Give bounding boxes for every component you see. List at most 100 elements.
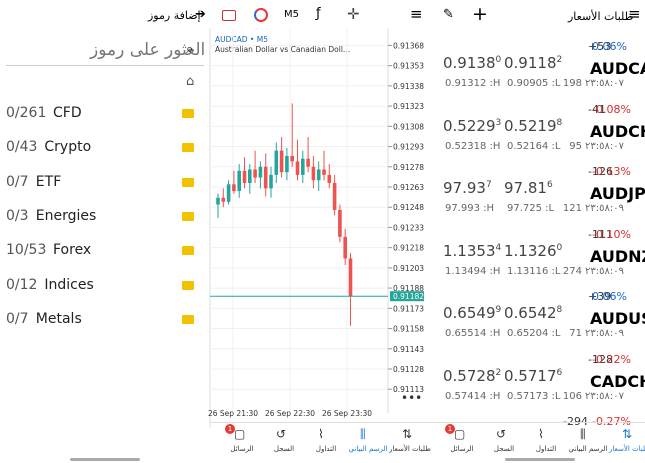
- ask: 1.13260: [504, 242, 562, 260]
- ask-digit: 8: [556, 305, 563, 315]
- nav-icon[interactable]: ↺: [276, 427, 287, 441]
- candle-body: [338, 209, 342, 237]
- icon[interactable]: ƒ: [316, 6, 321, 21]
- low: 0.57173 :L: [507, 390, 561, 402]
- search-input[interactable]: العثور على رموز: [90, 40, 206, 60]
- candle-body: [248, 169, 252, 183]
- symbol: AUDUSD: [590, 309, 645, 328]
- bid: 0.65499: [443, 304, 501, 322]
- nav-icon[interactable]: ▢: [454, 427, 466, 441]
- y-tick-label: 0.91248: [393, 203, 424, 212]
- bid: 0.52293: [443, 117, 501, 135]
- candle-body: [327, 174, 332, 183]
- bid-price: 0.5728: [443, 366, 496, 385]
- candle-body: [290, 155, 294, 162]
- folder-icon: [182, 143, 194, 153]
- change-pct: -0.08%: [592, 102, 631, 116]
- group-name: Metals: [35, 310, 82, 327]
- bid-price: 97.93: [443, 179, 486, 197]
- symbol: AUDCAD: [590, 59, 645, 78]
- divider: [6, 65, 204, 66]
- nav-icon[interactable]: ⌇: [318, 427, 324, 441]
- nav-label[interactable]: السجل: [493, 445, 515, 453]
- crosshair[interactable]: ✛: [347, 5, 360, 23]
- nav-label[interactable]: السجل: [273, 445, 295, 453]
- nav-label[interactable]: طلبات الأسعار: [609, 445, 645, 453]
- chart-title: AUDCAD • M5: [215, 35, 268, 44]
- ask-price: 0.5717: [504, 366, 557, 385]
- spread: 95: [569, 140, 582, 152]
- add-symbols[interactable]: إضافة رموز: [148, 9, 201, 22]
- low: 0.90905 :L: [507, 78, 561, 89]
- ask-price: 0.6542: [504, 304, 557, 322]
- group-name: ETF: [35, 173, 62, 190]
- y-tick-label: 0.91158: [393, 325, 424, 334]
- change-pct: -0.27%: [592, 415, 631, 428]
- nav-icon[interactable]: ⇅: [622, 427, 633, 441]
- y-tick-label: 0.91128: [393, 365, 424, 374]
- symbol: AUDNZD: [590, 246, 645, 266]
- ask: 0.52198: [504, 117, 562, 135]
- nav-label[interactable]: الرسم البياني: [348, 445, 388, 453]
- time: ٢٣:٥٨:٠٧: [585, 390, 624, 402]
- nav-label[interactable]: التداول: [315, 445, 337, 453]
- candle-body: [332, 182, 337, 210]
- group-name: CFD: [53, 105, 82, 121]
- edit[interactable]: ✎: [443, 7, 454, 22]
- more[interactable]: •••: [401, 391, 422, 405]
- nav-icon[interactable]: ▢: [234, 427, 246, 441]
- y-tick-label: 0.91323: [393, 102, 424, 111]
- change-pct: -0.22%: [592, 352, 631, 366]
- group-count: 0/261: [6, 105, 47, 121]
- menu[interactable]: ≡: [410, 5, 423, 23]
- nav-label[interactable]: طلبات الأسعار: [389, 445, 431, 453]
- group-count: 0/7: [6, 310, 29, 327]
- change-pct: -0.13%: [592, 165, 631, 178]
- nav-icon[interactable]: ⇅: [402, 427, 413, 441]
- group-name: Energies: [35, 207, 97, 224]
- change-points: -294: [563, 415, 588, 428]
- folder-icon: [182, 177, 194, 187]
- timeframe[interactable]: M5: [284, 9, 299, 20]
- badge: 1: [225, 424, 235, 434]
- low: 97.725 :L: [507, 203, 555, 214]
- nav-icon[interactable]: ↺: [496, 427, 507, 441]
- low: 0.65204 :L: [507, 328, 561, 339]
- nav-label[interactable]: الرسم البياني: [568, 445, 608, 453]
- candle-body: [263, 166, 268, 189]
- nav-icon[interactable]: ⫼: [360, 427, 366, 441]
- candle-body: [274, 150, 279, 175]
- bid-digit: 2: [495, 367, 502, 378]
- group-count: 0/3: [6, 207, 29, 224]
- ask-digit: 6: [556, 367, 563, 378]
- ask-price: 0.5219: [504, 116, 557, 135]
- candle-body: [226, 184, 231, 202]
- add[interactable]: +: [472, 3, 488, 25]
- chart-subtitle: Australian Dollar vs Canadian Doll...: [215, 45, 350, 54]
- y-tick-label: 0.91293: [393, 143, 424, 152]
- nav-icon[interactable]: ⫼: [580, 427, 586, 441]
- icon[interactable]: [222, 10, 236, 21]
- nav-icon[interactable]: ⌇: [538, 427, 544, 441]
- menu[interactable]: ≡: [628, 5, 641, 23]
- bid-price: 0.9138: [443, 54, 496, 72]
- home[interactable]: ⌂: [186, 74, 195, 89]
- high: 0.65514 :H: [445, 328, 501, 339]
- nav-label[interactable]: الرسائل: [450, 445, 474, 453]
- nav-label[interactable]: التداول: [535, 445, 557, 453]
- bid: 1.13534: [443, 242, 501, 260]
- candle-body: [306, 158, 310, 167]
- search-icon[interactable]: ⌕: [186, 42, 194, 57]
- back-arrow[interactable]: ➔: [195, 7, 206, 22]
- group-count: 0/7: [6, 173, 29, 190]
- candle-body: [242, 170, 247, 183]
- y-tick-label: 0.91278: [393, 163, 424, 172]
- ask-price: 0.9118: [504, 54, 557, 72]
- nav-label[interactable]: الرسائل: [230, 445, 254, 453]
- current-price-label: 0.91182: [393, 292, 424, 301]
- candle-body: [285, 155, 289, 173]
- y-tick-label: 0.91113: [393, 385, 424, 394]
- icon[interactable]: [254, 8, 268, 22]
- bid-price: 0.6549: [443, 304, 496, 322]
